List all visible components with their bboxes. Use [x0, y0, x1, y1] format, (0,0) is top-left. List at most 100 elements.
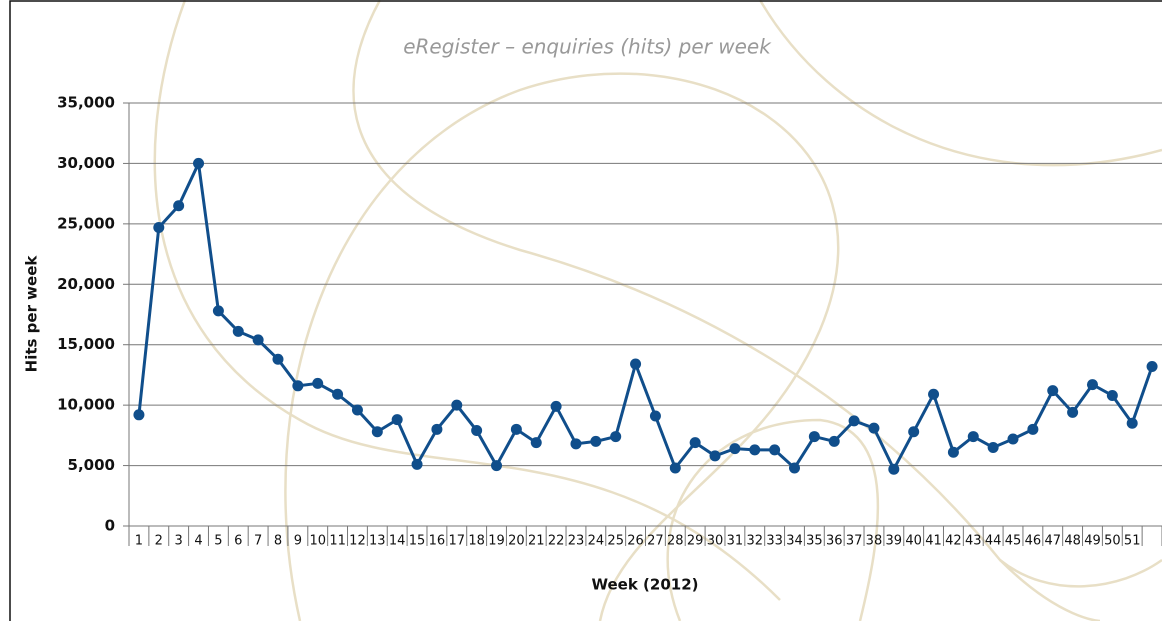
x-tick-label: 33	[766, 534, 783, 549]
x-tick-label: 10	[309, 534, 326, 549]
x-tick-label: 36	[826, 534, 843, 549]
x-tick-label: 49	[1084, 534, 1101, 549]
chart-title: eRegister – enquiries (hits) per week	[403, 35, 772, 59]
data-point	[193, 158, 204, 169]
data-point	[570, 438, 581, 449]
x-tick-label: 44	[985, 534, 1002, 549]
x-tick-label: 41	[925, 534, 942, 549]
x-tick-label: 5	[214, 534, 222, 549]
x-tick-label: 24	[588, 534, 605, 549]
x-tick-label: 46	[1025, 534, 1042, 549]
data-point	[1127, 418, 1138, 429]
x-tick-label: 16	[429, 534, 446, 549]
x-tick-label: 29	[687, 534, 704, 549]
x-tick-label: 18	[468, 534, 485, 549]
x-tick-label: 2	[155, 534, 163, 549]
x-tick-label: 20	[508, 534, 525, 549]
x-tick-label: 37	[846, 534, 863, 549]
data-point	[531, 437, 542, 448]
data-point	[471, 425, 482, 436]
x-tick-label: 25	[607, 534, 624, 549]
x-tick-label: 38	[866, 534, 883, 549]
x-tick-label: 30	[707, 534, 724, 549]
data-point	[1067, 407, 1078, 418]
data-point	[690, 437, 701, 448]
x-tick-label: 1	[135, 534, 143, 549]
data-point	[829, 436, 840, 447]
data-point	[1087, 379, 1098, 390]
data-point	[670, 462, 681, 473]
x-tick-label: 13	[369, 534, 386, 549]
data-point	[630, 359, 641, 370]
series-line	[139, 163, 1152, 469]
x-tick-label: 35	[806, 534, 823, 549]
data-point	[213, 305, 224, 316]
y-tick-label: 25,000	[57, 214, 115, 232]
x-tick-label: 12	[349, 534, 366, 549]
x-tick-label: 19	[488, 534, 505, 549]
data-point	[868, 423, 879, 434]
data-point	[1008, 433, 1019, 444]
data-point	[749, 444, 760, 455]
data-point	[849, 415, 860, 426]
data-point	[1027, 424, 1038, 435]
data-point	[610, 431, 621, 442]
x-tick-label: 40	[905, 534, 922, 549]
data-point	[431, 424, 442, 435]
y-tick-label: 20,000	[57, 275, 115, 293]
data-point	[551, 401, 562, 412]
y-tick-label: 35,000	[57, 94, 115, 112]
y-axis-title: Hits per week	[23, 255, 41, 373]
data-point	[392, 414, 403, 425]
y-tick-label: 30,000	[57, 154, 115, 172]
x-tick-label: 31	[727, 534, 744, 549]
data-point	[372, 426, 383, 437]
x-tick-label: 26	[627, 534, 644, 549]
x-tick-label: 8	[274, 534, 282, 549]
data-point	[412, 459, 423, 470]
x-tick-label: 47	[1044, 534, 1061, 549]
y-tick-label: 5,000	[68, 456, 115, 474]
x-tick-label: 14	[389, 534, 406, 549]
x-tick-label: 48	[1064, 534, 1081, 549]
y-tick-label: 0	[105, 517, 115, 535]
x-tick-label: 45	[1005, 534, 1022, 549]
background-decoration	[155, 0, 1162, 621]
data-point	[968, 431, 979, 442]
data-point	[1147, 361, 1158, 372]
x-tick-label: 7	[254, 534, 262, 549]
x-axis-title: Week (2012)	[591, 576, 698, 594]
x-tick-label: 4	[194, 534, 202, 549]
x-tick-label: 22	[548, 534, 565, 549]
data-point	[292, 380, 303, 391]
data-point	[233, 326, 244, 337]
x-tick-label: 11	[329, 534, 346, 549]
data-point	[451, 400, 462, 411]
x-tick-label: 23	[568, 534, 585, 549]
data-point	[1047, 385, 1058, 396]
data-point	[253, 334, 264, 345]
x-tick-label: 51	[1124, 534, 1141, 549]
x-tick-label: 21	[528, 534, 545, 549]
data-point	[590, 436, 601, 447]
data-point	[153, 222, 164, 233]
x-tick-label: 28	[667, 534, 684, 549]
data-point	[888, 464, 899, 475]
data-point	[908, 426, 919, 437]
x-tick-label: 3	[175, 534, 183, 549]
data-point	[928, 389, 939, 400]
x-tick-label: 17	[449, 534, 466, 549]
y-tick-label: 15,000	[57, 335, 115, 353]
x-tick-label: 15	[409, 534, 426, 549]
data-point	[729, 443, 740, 454]
data-point	[948, 447, 959, 458]
data-point	[769, 444, 780, 455]
data-point	[789, 462, 800, 473]
x-tick-label: 34	[786, 534, 803, 549]
data-point	[511, 424, 522, 435]
data-point	[1107, 390, 1118, 401]
data-point	[650, 411, 661, 422]
data-point	[710, 450, 721, 461]
x-tick-label: 42	[945, 534, 962, 549]
chart: eRegister – enquiries (hits) per week Hi…	[0, 0, 1162, 621]
